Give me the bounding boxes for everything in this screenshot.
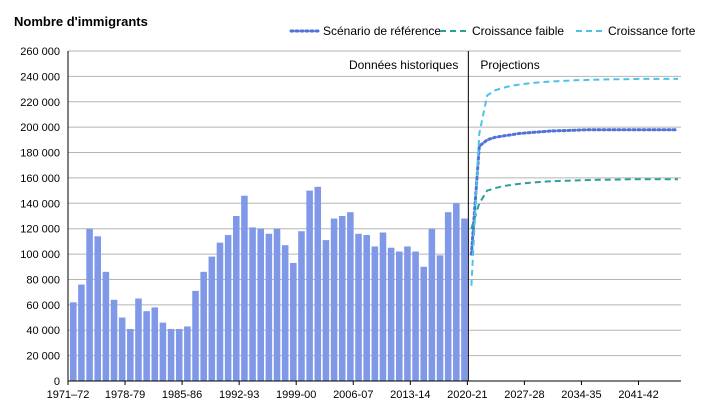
bar (159, 322, 167, 381)
x-tick-label: 2041-42 (618, 389, 658, 401)
x-tick-label: 1978-79 (105, 389, 145, 401)
bar (363, 235, 370, 381)
x-tick-label: 2034-35 (561, 389, 601, 401)
y-axis-title: Nombre d'immigrants (14, 14, 148, 29)
y-tick-label: 120 000 (20, 224, 60, 236)
legend: Scénario de référence Croissance faible Cr… (289, 24, 696, 38)
bar (412, 251, 419, 381)
y-tick-label: 100 000 (20, 249, 60, 261)
bar (86, 228, 93, 381)
bar (127, 328, 134, 381)
y-tick-label: 40 000 (26, 325, 60, 337)
bar (428, 228, 436, 381)
bar (322, 240, 330, 381)
x-tick-label: 2006-07 (333, 389, 373, 401)
y-tick-label: 140 000 (20, 198, 60, 210)
bar (265, 233, 273, 381)
bar (461, 218, 468, 381)
region-labels: Données historiques Projections (349, 58, 540, 72)
bar (78, 284, 85, 381)
bar (257, 228, 264, 381)
bar (233, 216, 240, 381)
y-tick-label: 60 000 (26, 300, 60, 312)
bar (208, 256, 216, 381)
x-tick-label: 2020-21 (447, 389, 487, 401)
x-tick-label: 2013-14 (390, 389, 430, 401)
bar (151, 307, 159, 381)
bar (330, 218, 338, 381)
legend-label: Croissance faible (472, 24, 564, 38)
bar (371, 246, 379, 381)
bar (118, 317, 126, 381)
y-tick-label: 260 000 (20, 46, 60, 58)
y-tick-label: 220 000 (20, 97, 60, 109)
x-tick-label: 1971–72 (47, 389, 90, 401)
bar (420, 266, 427, 381)
bar (281, 245, 289, 381)
bar (175, 328, 183, 381)
x-tick-label: 1992-93 (219, 389, 259, 401)
y-tick-label: 20 000 (26, 351, 60, 363)
projection-region-label: Projections (480, 58, 539, 72)
bar (338, 216, 346, 381)
bar (298, 231, 305, 381)
historical-region-label: Données historiques (349, 58, 458, 72)
bar (396, 251, 403, 381)
bar (347, 212, 354, 381)
historical-bars (70, 186, 468, 381)
axes: 0 20 000 40 000 60 000 80 000 100 000 120 000 1… (20, 46, 681, 401)
bar (94, 236, 101, 381)
projection-lines (469, 77, 680, 286)
series-line (470, 178, 678, 229)
bar (70, 302, 77, 381)
y-tick-label: 200 000 (20, 122, 60, 134)
bar (184, 326, 191, 381)
x-tick-label: 2027-28 (504, 389, 544, 401)
bar (110, 299, 118, 381)
bar (387, 247, 395, 381)
bar (379, 232, 387, 381)
bar (241, 195, 248, 381)
bar (249, 227, 256, 381)
bar (453, 203, 460, 381)
bar (143, 311, 150, 381)
legend-label: Croissance forte (608, 24, 696, 38)
bar (102, 271, 110, 381)
y-tick-label: 160 000 (20, 173, 60, 185)
bar (290, 262, 297, 381)
bar (200, 271, 207, 381)
bar (404, 246, 411, 381)
series-line (469, 128, 680, 256)
y-tick-label: 240 000 (20, 71, 60, 83)
y-tick-label: 0 (54, 376, 60, 388)
bar (436, 255, 444, 381)
x-tick-label: 1985-86 (162, 389, 202, 401)
x-tick-label: 1999-00 (276, 389, 316, 401)
bar (224, 235, 232, 381)
y-tick-label: 180 000 (20, 148, 60, 160)
bar (192, 290, 199, 381)
bar (444, 212, 452, 381)
bar (355, 233, 362, 381)
legend-label: Scénario de référence (323, 24, 441, 38)
bar (216, 242, 224, 381)
bar (273, 228, 281, 381)
bar (135, 298, 142, 381)
bar (167, 328, 175, 381)
bar (306, 190, 313, 381)
series-line (470, 77, 678, 286)
bar (314, 186, 322, 381)
y-tick-label: 80 000 (26, 274, 60, 286)
